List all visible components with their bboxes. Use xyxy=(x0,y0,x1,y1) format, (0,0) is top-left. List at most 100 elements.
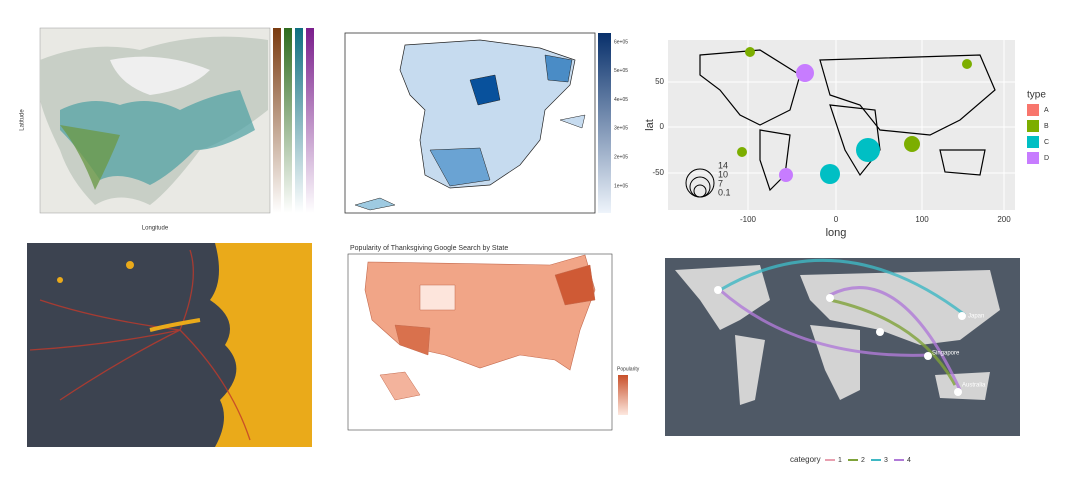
y-axis-label: Latitude xyxy=(20,109,26,131)
streets xyxy=(29,249,251,441)
city xyxy=(924,352,932,360)
legend-label: 2 xyxy=(861,457,865,464)
legend-label: D xyxy=(1044,155,1049,162)
pond xyxy=(126,261,134,269)
river xyxy=(149,318,201,332)
legend: 1 2 3 4 xyxy=(825,457,911,464)
map-title: Popularity of Thanksgiving Google Search… xyxy=(350,245,508,252)
legend-tick-label: 4e+05 xyxy=(614,97,628,103)
route xyxy=(719,258,966,317)
land xyxy=(759,129,791,192)
legend-title: type xyxy=(1027,90,1046,101)
x-tick-label: -100 xyxy=(740,215,757,224)
x-axis-label: Longitude xyxy=(142,226,169,232)
legend-bar xyxy=(306,28,314,213)
x-tick-label: 100 xyxy=(915,215,929,224)
y-tick-label: 50 xyxy=(655,77,664,86)
y-axis-label: lat xyxy=(644,119,656,131)
city-label: Australia xyxy=(962,383,986,389)
legend: 6e+05 5e+05 4e+05 3e+05 2e+05 1e+05 xyxy=(614,39,628,189)
route xyxy=(829,286,962,391)
legend-tick-label: 1e+05 xyxy=(614,183,628,189)
region xyxy=(544,54,573,83)
city-label: Japan xyxy=(968,314,984,320)
legend-key xyxy=(1027,152,1039,164)
legend-key xyxy=(1027,136,1039,148)
vegetation-panel: Longitude Latitude xyxy=(20,27,314,232)
city xyxy=(826,294,834,302)
plot-background xyxy=(668,40,1015,210)
region xyxy=(469,74,501,106)
state xyxy=(419,284,456,311)
state xyxy=(394,324,431,356)
legend-key xyxy=(1027,104,1039,116)
desert xyxy=(110,56,210,95)
city xyxy=(958,312,966,320)
grid xyxy=(668,40,1015,210)
legend-title: Popularity xyxy=(617,366,640,372)
legend-title: category xyxy=(790,455,821,464)
legend-tick-label: 5e+05 xyxy=(614,68,628,74)
city xyxy=(954,388,962,396)
y-tick-label: 0 xyxy=(660,122,665,131)
legend-bar xyxy=(618,375,628,415)
legend-label: A xyxy=(1044,107,1049,114)
route xyxy=(829,298,957,386)
state xyxy=(554,264,596,306)
spain-panel: 6e+05 5e+05 4e+05 3e+05 2e+05 1e+05 xyxy=(344,32,628,214)
legend-label: B xyxy=(1044,123,1049,130)
city xyxy=(876,328,884,336)
land xyxy=(699,49,801,126)
network-panel: Japan Singapore Australia category 1 2 3 4 xyxy=(665,258,1020,464)
legend-label: 4 xyxy=(907,457,911,464)
islands xyxy=(559,114,586,129)
region xyxy=(429,147,491,187)
pie xyxy=(745,47,755,57)
city-label: Singapore xyxy=(932,351,960,357)
street-panel xyxy=(27,243,312,447)
pond xyxy=(57,277,63,283)
legend-bar xyxy=(273,28,281,213)
thanksgiving-panel: Popularity of Thanksgiving Google Search… xyxy=(347,245,640,431)
y-tick-label: -50 xyxy=(652,168,664,177)
pie xyxy=(904,136,920,152)
islands xyxy=(354,197,396,211)
pie xyxy=(962,59,972,69)
legend-label: 1 xyxy=(838,457,842,464)
legend-label: 3 xyxy=(884,457,888,464)
size-legend xyxy=(685,168,715,198)
x-tick-label: 200 xyxy=(997,215,1011,224)
x-tick-label: 0 xyxy=(834,215,839,224)
legend-bar xyxy=(284,28,292,213)
land xyxy=(675,265,1000,405)
route xyxy=(719,288,931,357)
size-legend-label: 14 xyxy=(718,160,728,170)
alaska xyxy=(379,371,421,401)
legend-tick-label: 6e+05 xyxy=(614,39,628,45)
vegetation xyxy=(60,125,120,190)
legend-bar xyxy=(295,28,303,213)
city xyxy=(714,286,722,294)
pie xyxy=(737,147,747,157)
legend-tick-label: 2e+05 xyxy=(614,155,628,161)
legend-label: C xyxy=(1044,139,1049,146)
legend-tick-label: 3e+05 xyxy=(614,126,628,132)
land xyxy=(829,104,881,177)
land xyxy=(939,149,986,176)
water xyxy=(210,243,312,447)
land xyxy=(819,54,996,136)
pie xyxy=(820,164,840,184)
size-key xyxy=(693,184,707,198)
pie xyxy=(779,168,793,182)
size-legend-label: 10 xyxy=(718,169,728,179)
legend-bar xyxy=(598,33,611,213)
pie xyxy=(856,138,880,162)
size-legend-label: 7 xyxy=(718,178,723,188)
size-legend-label: 0.1 xyxy=(718,187,731,197)
legend-key xyxy=(1027,120,1039,132)
x-axis-label: long xyxy=(826,227,847,239)
pie xyxy=(796,64,814,82)
